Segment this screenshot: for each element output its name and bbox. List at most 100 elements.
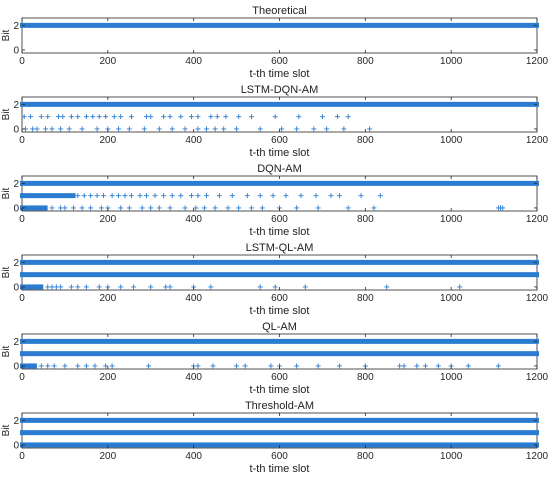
x-tick-label: 600 — [271, 135, 288, 146]
data-point — [178, 193, 184, 199]
data-point — [397, 363, 403, 369]
x-tick-label: 800 — [357, 214, 374, 225]
data-point — [189, 193, 195, 199]
x-axis-label: t-th time slot — [250, 68, 310, 80]
data-point — [118, 114, 124, 120]
data-point — [249, 114, 255, 120]
data-point — [210, 363, 216, 369]
data-point — [68, 114, 74, 120]
data-point — [182, 126, 188, 132]
data-point — [88, 205, 94, 211]
series-band-1 — [20, 430, 539, 436]
data-point — [58, 205, 64, 211]
data-point — [161, 193, 167, 199]
x-tick-label: 200 — [99, 214, 116, 225]
series-band-0 — [20, 259, 539, 265]
data-point — [68, 284, 74, 290]
data-point — [457, 284, 463, 290]
series-band-2 — [20, 363, 37, 369]
data-point — [118, 205, 124, 211]
data-point — [195, 114, 201, 120]
data-point — [152, 193, 158, 199]
data-point — [98, 205, 104, 211]
data-point — [384, 284, 390, 290]
x-tick-label: 600 — [271, 293, 288, 304]
y-axis-label: Bit — [1, 424, 12, 436]
data-point — [96, 284, 102, 290]
data-point — [270, 193, 276, 199]
series-band-1 — [20, 351, 539, 357]
data-point — [294, 205, 300, 211]
y-axis-label: Bit — [1, 266, 12, 278]
data-point — [128, 193, 134, 199]
data-point — [53, 284, 59, 290]
x-tick-label: 400 — [185, 135, 202, 146]
data-point — [45, 284, 51, 290]
x-tick-label: 400 — [185, 293, 202, 304]
x-tick-label: 1000 — [440, 293, 463, 304]
data-point — [272, 284, 278, 290]
data-point — [401, 363, 407, 369]
data-point — [49, 126, 55, 132]
data-point — [88, 193, 94, 199]
data-series-group — [20, 101, 539, 132]
data-point — [294, 363, 300, 369]
data-point — [236, 205, 242, 211]
x-tick-label: 1000 — [440, 451, 463, 462]
series-band-0 — [20, 338, 539, 344]
x-tick-label: 1200 — [526, 56, 549, 67]
data-point — [79, 205, 85, 211]
data-point — [244, 193, 250, 199]
series-band-2 — [20, 442, 539, 448]
x-tick-label: 600 — [271, 372, 288, 383]
data-point — [143, 193, 149, 199]
y-tick-label: 0 — [13, 361, 19, 372]
x-axis-label: t-th time slot — [250, 147, 310, 159]
x-tick-label: 1200 — [526, 135, 549, 146]
data-point — [422, 363, 428, 369]
data-point — [126, 205, 132, 211]
data-point — [208, 284, 214, 290]
x-tick-label: 600 — [271, 56, 288, 67]
x-tick-label: 1200 — [526, 451, 549, 462]
data-point — [62, 205, 68, 211]
x-tick-label: 1000 — [440, 214, 463, 225]
data-point — [313, 193, 319, 199]
x-tick-label: 400 — [185, 214, 202, 225]
subplot-title: Theoretical — [252, 5, 306, 17]
data-point — [495, 363, 501, 369]
data-point — [225, 205, 231, 211]
x-axis-label: t-th time slot — [250, 384, 310, 396]
data-point — [257, 284, 263, 290]
y-axis-label: Bit — [1, 187, 12, 199]
data-point — [216, 193, 222, 199]
x-tick-label: 1000 — [440, 372, 463, 383]
data-point — [371, 205, 377, 211]
data-point — [28, 114, 34, 120]
data-point — [137, 193, 143, 199]
x-tick-label: 800 — [357, 451, 374, 462]
data-point — [272, 114, 278, 120]
data-point — [212, 126, 218, 132]
subplot-2: DQN-AM 0 200 400 600 800 1000 1200 0 2 t-th time s… — [1, 163, 549, 238]
y-tick-label: 2 — [13, 337, 19, 348]
data-point — [500, 205, 506, 211]
series-band-0 — [20, 22, 539, 28]
data-point — [141, 126, 147, 132]
y-axis-label: Bit — [1, 345, 12, 357]
data-point — [345, 205, 351, 211]
x-tick-label: 400 — [185, 56, 202, 67]
data-point — [257, 126, 263, 132]
data-point — [204, 193, 210, 199]
data-point — [128, 114, 134, 120]
data-point — [319, 114, 325, 120]
y-axis-label: Bit — [1, 29, 12, 41]
data-point — [302, 284, 308, 290]
x-tick-label: 600 — [271, 214, 288, 225]
data-point — [223, 114, 229, 120]
y-tick-label: 2 — [13, 179, 19, 190]
subplot-0: Theoretical 0 200 400 600 800 1000 1200 0 2 t-th t… — [1, 5, 549, 80]
data-point — [45, 363, 51, 369]
data-point — [49, 205, 55, 211]
data-point — [377, 193, 383, 199]
